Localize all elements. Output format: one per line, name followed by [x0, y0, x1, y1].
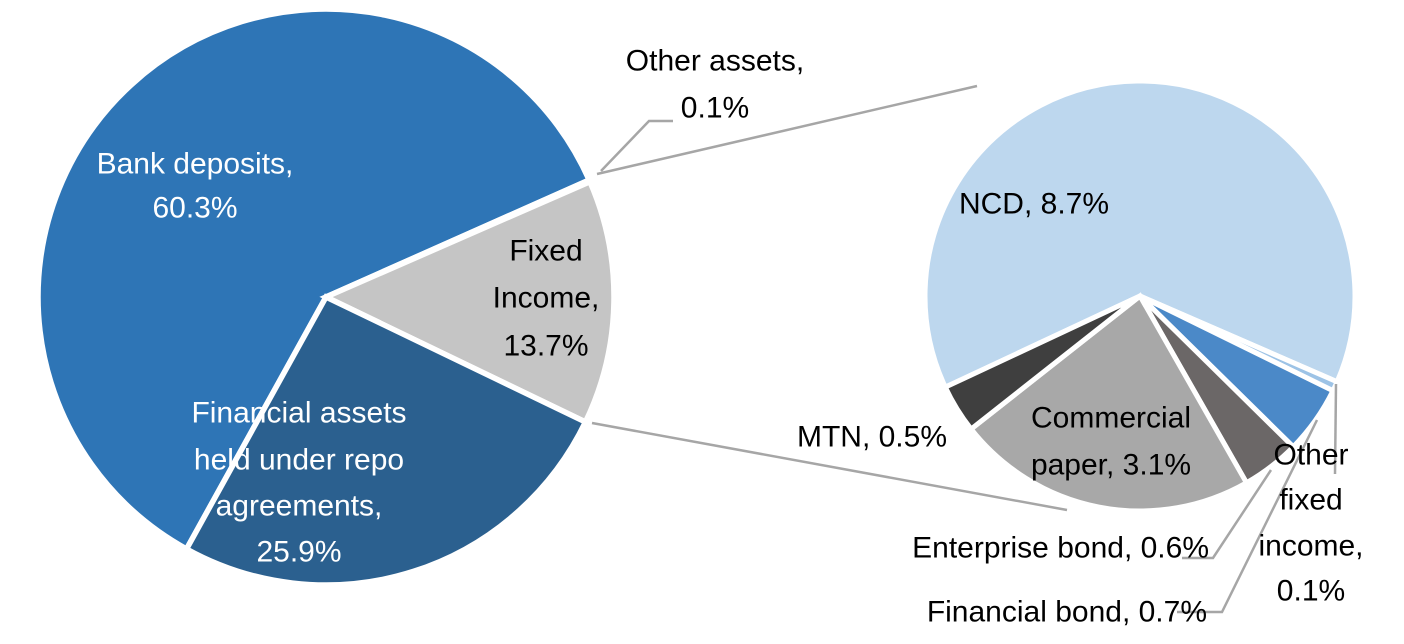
series-connector-bottom	[591, 421, 1068, 512]
leader-line-other-assets	[600, 119, 673, 172]
leader-line-financial-bond	[1177, 419, 1319, 614]
leader-line-other-fixed-income	[1333, 383, 1338, 475]
series-connector-top	[596, 84, 978, 176]
label-bank-deposits: Bank deposits, 60.3%	[97, 148, 294, 225]
label-other-fixed-income: Other fixed income, 0.1%	[1258, 439, 1363, 608]
label-other-assets: Other assets, 0.1%	[626, 45, 804, 125]
label-fixed-income: Fixed Income, 13.7%	[493, 235, 600, 363]
slice-mtn	[941, 293, 1142, 433]
secondary-pie	[922, 78, 1358, 514]
slice-repo	[182, 293, 590, 588]
leader-line-enterprise-bond	[1182, 469, 1273, 560]
label-repo: Financial assets held under repo agreement…	[191, 397, 406, 569]
label-commercial-paper: Commercial paper, 3.1%	[1031, 402, 1191, 482]
slice-ncd	[922, 78, 1358, 391]
label-financial-bond: Financial bond, 0.7%	[927, 596, 1207, 629]
label-enterprise-bond: Enterprise bond, 0.6%	[912, 532, 1209, 565]
slice-fixed-income	[319, 178, 617, 426]
slice-commercial-paper	[967, 292, 1250, 514]
label-ncd: NCD, 8.7%	[959, 188, 1109, 221]
label-mtn: MTN, 0.5%	[797, 421, 947, 454]
main-pie	[35, 6, 617, 588]
slice-bank-deposits	[35, 6, 593, 553]
